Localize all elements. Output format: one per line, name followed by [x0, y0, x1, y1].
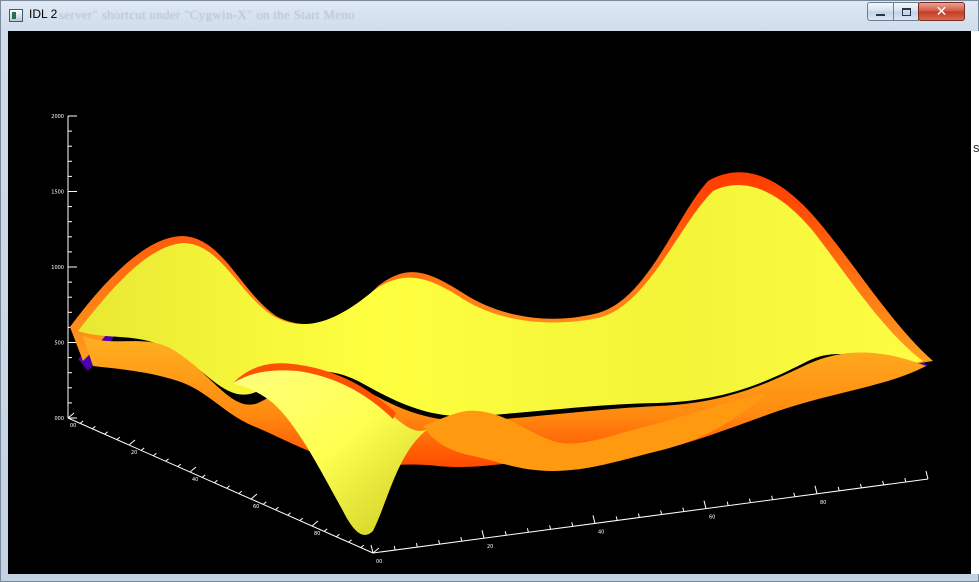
- z-tick-label: 2000: [51, 114, 64, 120]
- x-axis-line: [67, 417, 374, 554]
- y-minor-tick: [771, 495, 774, 500]
- x-minor-tick: [79, 420, 84, 424]
- background-clipped-text: s: [973, 140, 979, 155]
- y-minor-tick: [726, 501, 729, 506]
- y-minor-tick: [393, 545, 396, 551]
- y-minor-tick: [637, 513, 640, 518]
- x-tick-label: 60: [253, 504, 259, 510]
- z-tick-label: 1000: [51, 265, 64, 271]
- x-minor-tick: [360, 544, 365, 548]
- surface-plot: 000 500 1000 1500 2000 00 20 40 60 80 00 20 40 60 80: [51, 114, 933, 565]
- y-minor-tick: [615, 516, 618, 521]
- z-axis-ticks: 000 500 1000 1500 2000: [51, 114, 77, 422]
- surface-hump-front: [423, 393, 768, 471]
- x-tick-mark: [250, 493, 258, 500]
- x-minor-tick: [238, 490, 243, 494]
- surface-peak: [233, 367, 428, 535]
- app-icon[interactable]: [9, 9, 23, 22]
- y-tick-mark: [370, 544, 374, 554]
- x-tick-mark: [67, 412, 75, 419]
- y-tick-label: 20: [487, 544, 493, 550]
- x-tick-label: 00: [70, 423, 76, 429]
- y-minor-tick: [571, 522, 574, 527]
- x-tick-label: 40: [192, 477, 198, 483]
- y-minor-tick: [748, 498, 751, 503]
- surface-top: [78, 184, 923, 417]
- x-minor-tick: [214, 479, 218, 484]
- z-tick-label: 000: [54, 416, 64, 422]
- y-tick-label: 40: [598, 529, 604, 535]
- y-tick-label: 00: [376, 559, 382, 565]
- surface-peak-edge: [233, 363, 396, 419]
- maximize-icon: [901, 7, 911, 16]
- background-window-strip: [971, 31, 979, 574]
- x-minor-tick: [104, 431, 108, 435]
- x-tick-label: 80: [314, 531, 320, 537]
- plot-canvas[interactable]: 000 500 1000 1500 2000 00 20 40 60 80 00 20 40 60 80: [8, 31, 971, 574]
- y-minor-tick: [837, 486, 840, 491]
- y-minor-tick: [549, 525, 552, 530]
- y-axis-line: [372, 478, 929, 554]
- x-tick-mark: [128, 439, 136, 446]
- y-minor-tick: [504, 531, 507, 536]
- y-tick-mark: [481, 530, 485, 539]
- x-minor-tick: [336, 533, 340, 538]
- x-minor-tick: [262, 501, 267, 505]
- x-minor-tick: [299, 517, 304, 521]
- x-minor-tick: [323, 528, 328, 532]
- x-minor-tick: [201, 474, 206, 478]
- y-tick-mark: [592, 515, 596, 524]
- y-axis-ticks: 00 20 40 60 80: [370, 470, 929, 565]
- y-minor-tick: [793, 492, 796, 497]
- surface-front-band: [83, 336, 926, 468]
- y-minor-tick: [859, 483, 862, 489]
- x-tick-mark: [372, 547, 380, 554]
- title-bar[interactable]: IDL 2 server" shortcut under "Cygwin-X" …: [1, 1, 978, 31]
- y-tick-label: 80: [820, 500, 826, 506]
- x-minor-tick: [92, 425, 96, 430]
- x-tick-label: 20: [131, 450, 137, 456]
- x-minor-tick: [348, 539, 352, 543]
- y-minor-tick: [438, 539, 441, 545]
- x-minor-tick: [153, 452, 157, 457]
- y-tick-label: 60: [709, 515, 715, 521]
- y-tick-mark: [925, 470, 929, 480]
- close-icon: ✕: [935, 3, 948, 20]
- y-minor-tick: [526, 528, 529, 533]
- x-tick-mark: [311, 520, 319, 527]
- minimize-icon: [876, 13, 885, 16]
- y-minor-tick: [460, 537, 463, 542]
- y-minor-tick: [882, 480, 885, 486]
- y-minor-tick: [682, 507, 685, 512]
- x-minor-tick: [275, 506, 279, 511]
- y-tick-mark: [814, 485, 818, 494]
- background-ghost-text: server" shortcut under "Cygwin-X" on the…: [59, 7, 355, 22]
- y-minor-tick: [415, 542, 418, 548]
- y-tick-mark: [703, 500, 707, 509]
- close-button[interactable]: ✕: [918, 2, 965, 21]
- x-minor-tick: [226, 485, 230, 489]
- x-minor-tick: [116, 436, 121, 440]
- window-title: IDL 2: [29, 7, 58, 21]
- x-minor-tick: [165, 458, 169, 462]
- x-minor-tick: [140, 447, 145, 451]
- y-minor-tick: [660, 510, 663, 515]
- x-tick-mark: [189, 466, 197, 473]
- minimize-button[interactable]: [867, 2, 894, 21]
- surface: [70, 172, 933, 535]
- y-minor-tick: [904, 477, 907, 483]
- z-tick-label: 500: [54, 341, 64, 347]
- x-axis-ticks: 00 20 40 60 80: [67, 412, 380, 554]
- x-minor-tick: [177, 463, 182, 467]
- x-minor-tick: [287, 512, 291, 516]
- z-tick-label: 1500: [51, 190, 64, 196]
- maximize-button[interactable]: [893, 2, 919, 21]
